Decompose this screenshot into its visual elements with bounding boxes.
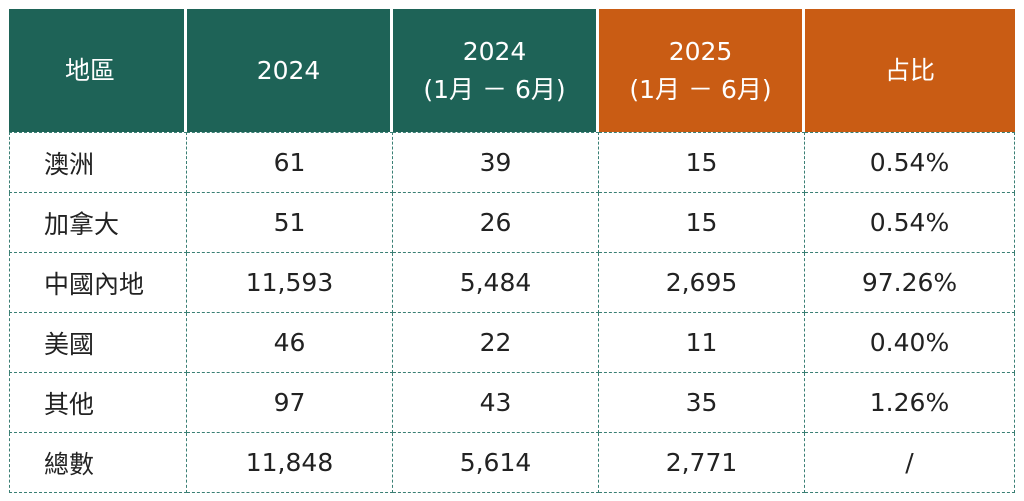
cell-2024: 61 — [187, 132, 393, 193]
cell-region: 其他 — [9, 373, 187, 433]
header-region: 地區 — [9, 9, 187, 132]
header-region-label: 地區 — [65, 55, 116, 85]
header-2025-h1-year: 2025 — [668, 36, 733, 66]
cell-region: 中國內地 — [9, 253, 187, 313]
table-header-row: 地區 2024 2024 (1月 － 6月) 2025 (1月 － 6月) 占比 — [9, 9, 1015, 132]
region-statistics-table: 地區 2024 2024 (1月 － 6月) 2025 (1月 － 6月) 占比 — [9, 9, 1015, 493]
cell-2024: 46 — [187, 313, 393, 373]
table-row: 美國 46 22 11 0.40% — [9, 313, 1015, 373]
cell-2025-h1: 11 — [599, 313, 805, 373]
cell-2024: 11,593 — [187, 253, 393, 313]
cell-2025-h1: 2,695 — [599, 253, 805, 313]
cell-region: 澳洲 — [9, 132, 187, 193]
cell-2024-h1: 5,614 — [393, 433, 599, 493]
cell-2024-h1: 43 — [393, 373, 599, 433]
cell-2025-h1: 15 — [599, 193, 805, 253]
header-share-label: 占比 — [884, 55, 935, 85]
cell-region: 總數 — [9, 433, 187, 493]
header-share: 占比 — [805, 9, 1015, 132]
cell-2024-h1: 39 — [393, 132, 599, 193]
cell-2025-h1: 2,771 — [599, 433, 805, 493]
cell-2024: 11,848 — [187, 433, 393, 493]
header-2025-jan-jun: 2025 (1月 － 6月) — [599, 9, 805, 132]
header-2024-label: 2024 — [256, 55, 321, 85]
header-2024-jan-jun: 2024 (1月 － 6月) — [393, 9, 599, 132]
cell-region: 美國 — [9, 313, 187, 373]
cell-2025-h1: 15 — [599, 132, 805, 193]
cell-2025-h1: 35 — [599, 373, 805, 433]
table-row: 加拿大 51 26 15 0.54% — [9, 193, 1015, 253]
cell-share: 0.54% — [805, 193, 1015, 253]
header-2024: 2024 — [187, 9, 393, 132]
cell-region: 加拿大 — [9, 193, 187, 253]
cell-share: 0.54% — [805, 132, 1015, 193]
cell-2024-h1: 26 — [393, 193, 599, 253]
header-2024-h1-period: (1月 － 6月) — [423, 74, 566, 104]
cell-2024: 51 — [187, 193, 393, 253]
cell-share: 0.40% — [805, 313, 1015, 373]
table-row-total: 總數 11,848 5,614 2,771 / — [9, 433, 1015, 493]
table-row: 其他 97 43 35 1.26% — [9, 373, 1015, 433]
cell-2024-h1: 22 — [393, 313, 599, 373]
data-table-container: 地區 2024 2024 (1月 － 6月) 2025 (1月 － 6月) 占比 — [9, 9, 1015, 493]
header-2024-h1-year: 2024 — [462, 36, 527, 66]
cell-share: 1.26% — [805, 373, 1015, 433]
table-row: 中國內地 11,593 5,484 2,695 97.26% — [9, 253, 1015, 313]
header-2025-h1-period: (1月 － 6月) — [629, 74, 772, 104]
table-row: 澳洲 61 39 15 0.54% — [9, 132, 1015, 193]
cell-share: 97.26% — [805, 253, 1015, 313]
cell-2024: 97 — [187, 373, 393, 433]
cell-2024-h1: 5,484 — [393, 253, 599, 313]
cell-share: / — [805, 433, 1015, 493]
